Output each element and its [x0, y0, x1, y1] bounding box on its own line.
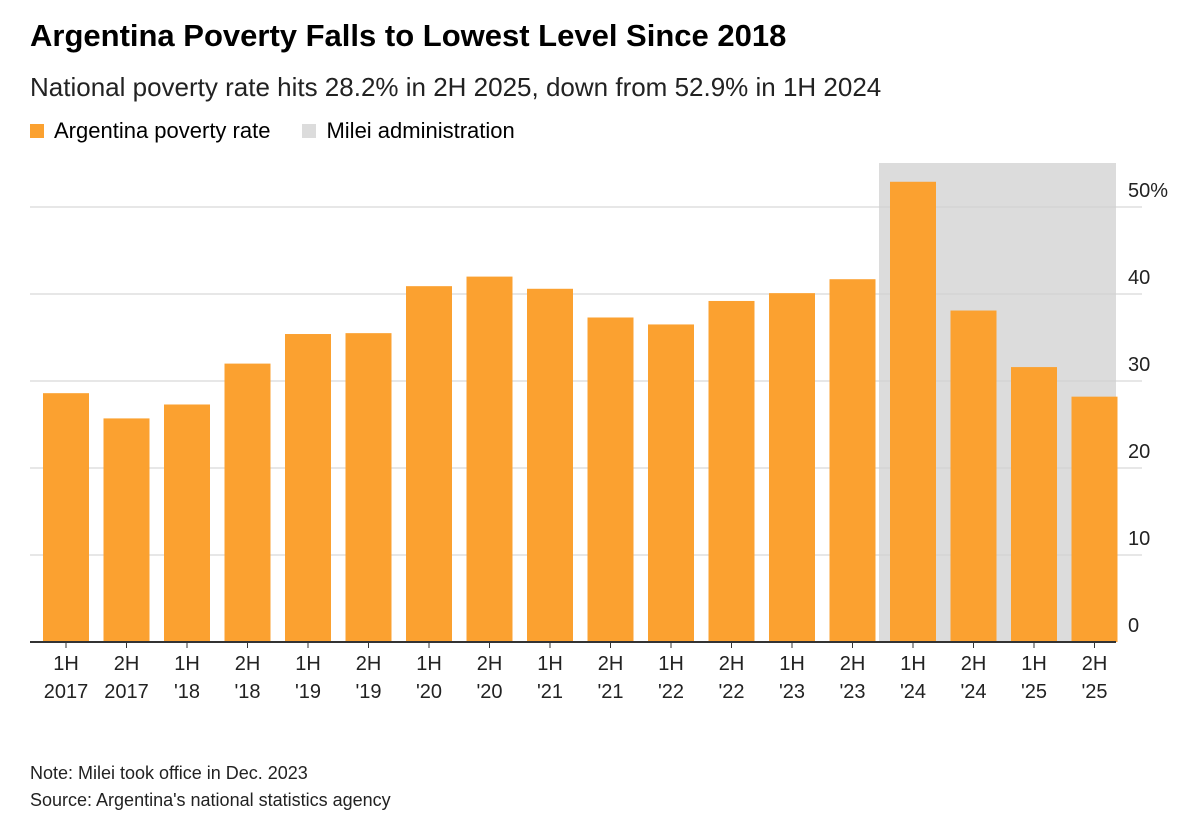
x-tick-label: '23: [779, 681, 805, 703]
bar: [890, 181, 936, 642]
legend-swatch-poverty: [30, 124, 44, 138]
x-tick-label: 1H: [900, 653, 926, 675]
bar: [43, 393, 89, 642]
x-tick-label: 1H: [537, 653, 563, 675]
bar: [345, 333, 392, 642]
bar: [466, 276, 513, 642]
source: Source: Argentina's national statistics …: [30, 790, 391, 810]
x-tick-label: '20: [416, 681, 442, 703]
bar: [527, 288, 573, 642]
x-tick-label: 2H: [477, 653, 503, 675]
x-tick-label: '21: [537, 681, 563, 703]
x-tick-label: 1H: [295, 653, 321, 675]
footnote: Note: Milei took office in Dec. 2023: [30, 763, 308, 783]
x-tick-label: '20: [476, 681, 502, 703]
y-tick-label: 50%: [1128, 180, 1168, 202]
bar: [587, 317, 634, 642]
x-tick-label: 2H: [1082, 653, 1108, 675]
x-tick-label: '19: [355, 681, 381, 703]
x-tick-label: 2017: [104, 681, 149, 703]
x-tick-label: 2H: [961, 653, 987, 675]
x-tick-label: 2H: [598, 653, 624, 675]
x-tick-label: 2017: [44, 681, 89, 703]
y-tick-label: 30: [1128, 354, 1150, 376]
bar: [1071, 396, 1118, 642]
bar: [406, 286, 452, 642]
x-tick-label: 1H: [416, 653, 442, 675]
bar: [829, 279, 876, 642]
x-tick-label: '22: [658, 681, 684, 703]
legend: Argentina poverty rate Milei administrat…: [30, 118, 515, 144]
y-tick-label: 20: [1128, 441, 1150, 463]
legend-label-poverty: Argentina poverty rate: [54, 118, 271, 143]
x-tick-label: 1H: [53, 653, 79, 675]
bar: [769, 293, 815, 642]
bar: [224, 363, 271, 642]
x-tick-label: '18: [234, 681, 260, 703]
legend-label-milei: Milei administration: [326, 118, 515, 143]
y-tick-label: 40: [1128, 267, 1150, 289]
y-tick-label: 0: [1128, 615, 1139, 637]
x-tick-label: 1H: [658, 653, 684, 675]
chart-title: Argentina Poverty Falls to Lowest Level …: [30, 18, 787, 53]
x-tick-label: '19: [295, 681, 321, 703]
x-tick-label: '18: [174, 681, 200, 703]
x-tick-label: 2H: [114, 653, 140, 675]
x-tick-label: 1H: [1021, 653, 1047, 675]
x-tick-label: 2H: [356, 653, 382, 675]
y-tick-label: 10: [1128, 528, 1150, 550]
x-tick-label: 1H: [779, 653, 805, 675]
legend-swatch-milei: [302, 124, 317, 138]
x-tick-label: 2H: [719, 653, 745, 675]
bar: [648, 324, 694, 642]
bar: [103, 418, 150, 642]
bar: [1011, 367, 1057, 642]
x-tick-label: '24: [960, 681, 986, 703]
x-tick-label: '23: [839, 681, 865, 703]
x-tick-label: '25: [1081, 681, 1107, 703]
chart-subtitle: National poverty rate hits 28.2% in 2H 2…: [30, 72, 882, 102]
x-tick-label: 2H: [840, 653, 866, 675]
x-tick-label: '25: [1021, 681, 1047, 703]
bar: [708, 300, 755, 642]
x-tick-label: '21: [597, 681, 623, 703]
x-tick-label: '24: [900, 681, 926, 703]
bar: [950, 310, 997, 642]
bar: [285, 334, 331, 642]
x-tick-label: 2H: [235, 653, 261, 675]
x-tick-label: '22: [718, 681, 744, 703]
bar: [164, 404, 210, 642]
x-tick-label: 1H: [174, 653, 200, 675]
